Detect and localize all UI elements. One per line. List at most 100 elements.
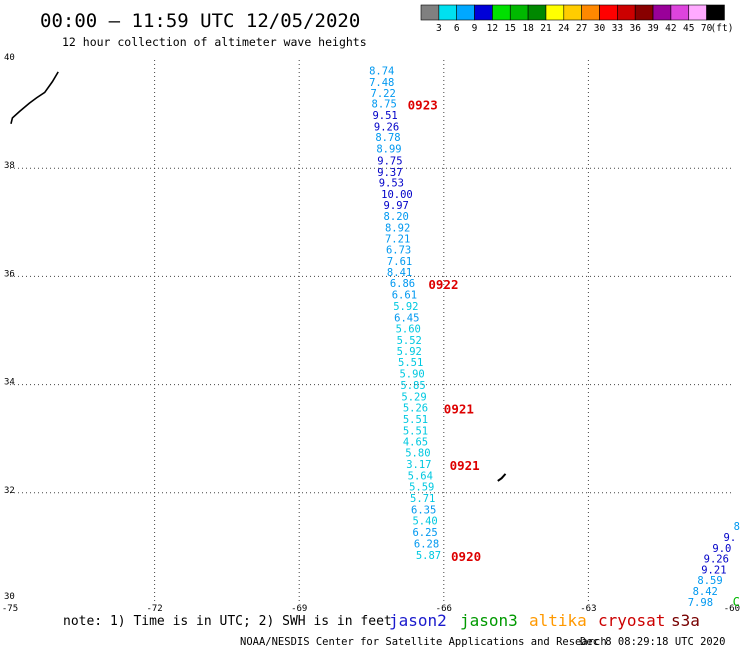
wave-height-value: 9.51 [372, 110, 397, 122]
wave-height-value: 8.78 [375, 132, 400, 144]
land-features [10, 71, 507, 482]
legend-label: 3 [436, 23, 442, 34]
legend-label: 18 [522, 23, 534, 34]
wave-height-value: 5.80 [405, 448, 430, 460]
y-tick-label: 32 [4, 486, 15, 496]
map-grid [10, 60, 733, 601]
time-label: 0923 [408, 98, 438, 113]
island-bermuda [497, 473, 507, 482]
wave-height-value: 5.90 [399, 369, 424, 381]
x-tick-label: -60 [724, 604, 740, 614]
wave-height-value: 8.41 [387, 267, 412, 279]
legend-swatch [652, 4, 672, 21]
wave-height-value: 5.52 [397, 335, 422, 347]
wave-height-value: 7.22 [371, 88, 396, 100]
legend-swatch [688, 4, 707, 21]
satellite-label-jason3: jason3 [460, 611, 518, 630]
wave-height-value: 4.65 [403, 437, 428, 449]
wave-height-value: 5.85 [400, 380, 425, 392]
satellite-label-jason2: jason2 [389, 611, 447, 630]
legend-swatch [509, 4, 529, 21]
footer-timestamp: Dec 8 08:29:18 UTC 2020 [580, 636, 725, 648]
wave-height-value: 7.21 [385, 233, 410, 245]
legend-swatch [581, 4, 600, 21]
wave-height-value: 8.75 [372, 99, 397, 111]
legend-label: 9 [472, 23, 478, 34]
wave-height-value: 8.42 [693, 586, 718, 598]
legend-unit: (ft) [711, 23, 734, 34]
wave-height-value: 7.48 [369, 77, 394, 89]
wave-height-value: 5.60 [396, 324, 421, 336]
wave-height-value: 8.20 [384, 211, 409, 223]
wave-height-value: 7.61 [387, 256, 412, 268]
time-stamps: 0923 0922 0921 0921 0920 [408, 98, 481, 564]
legend-swatch [527, 4, 547, 21]
y-tick-label: 40 [4, 53, 15, 63]
satellite-legend: jason2 jason3 altika cryosat s3a [389, 611, 700, 630]
legend-swatch [438, 4, 458, 21]
legend-swatch [545, 4, 565, 21]
legend-label: 33 [612, 23, 623, 34]
legend-swatch [617, 4, 636, 21]
wave-height-value: 8.99 [376, 144, 401, 156]
legend-label: 24 [558, 23, 570, 34]
wave-height-value: 8 [734, 521, 740, 533]
wave-height-value: 5.59 [409, 482, 434, 494]
wave-height-value: 5.26 [403, 403, 428, 415]
legend-swatch [420, 4, 440, 21]
legend-swatch [706, 4, 725, 21]
wave-height-value: 5.92 [393, 301, 418, 313]
color-legend: 3 6 9 12 15 18 21 24 27 30 33 36 39 42 45 70(ft) [420, 4, 734, 34]
legend-swatch [670, 4, 690, 21]
time-label: 0922 [428, 277, 458, 292]
wave-height-value: 6.61 [392, 290, 417, 302]
footer-note: note: 1) Time is in UTC; 2) SWH is in fe… [63, 614, 392, 629]
wave-height-value: 8.59 [697, 575, 722, 587]
legend-label: 39 [647, 23, 659, 34]
wave-height-value: 9.26 [374, 121, 399, 133]
wave-height-value: 6.28 [414, 538, 439, 550]
y-tick-label: 36 [4, 269, 15, 279]
legend-label: 36 [629, 23, 641, 34]
wave-height-value: 6.25 [412, 527, 437, 539]
wave-height-value: 9.0 [712, 543, 731, 555]
coastline [10, 71, 59, 125]
legend-swatch [456, 4, 475, 21]
wave-height-value: 9.53 [379, 178, 404, 190]
chart-title: 00:00 – 11:59 UTC 12/05/2020 [40, 10, 360, 32]
x-tick-label: -66 [436, 604, 452, 614]
legend-swatch [634, 4, 654, 21]
wave-height-value: 9.21 [701, 564, 726, 576]
y-tick-label: 34 [4, 378, 15, 388]
satellite-label-s3a: s3a [671, 611, 700, 630]
wave-height-value: 10.00 [381, 189, 413, 201]
time-label: 0921 [444, 402, 474, 417]
wave-height-value: 5.71 [410, 493, 435, 505]
wave-height-value: 7.98 [688, 597, 713, 609]
wave-height-value: 9.37 [377, 167, 402, 179]
legend-label: 45 [683, 23, 694, 34]
x-tick-label: -72 [146, 604, 162, 614]
wave-height-value: 9. [724, 532, 737, 544]
wave-height-value: 5.29 [401, 391, 426, 403]
wave-height-value: 5.40 [412, 516, 437, 528]
axis-tick-labels: -75 -72 -69 -66 -63 -60 30 32 34 36 38 40 [2, 53, 740, 614]
wave-height-value: 5.87 [416, 550, 441, 562]
wave-height-value: 5.51 [403, 425, 428, 437]
footer-credit: NOAA/NESDIS Center for Satellite Applica… [240, 636, 607, 648]
x-tick-label: -69 [291, 604, 307, 614]
chart-subtitle: 12 hour collection of altimeter wave hei… [62, 35, 367, 49]
legend-label: 15 [505, 23, 516, 34]
wave-height-value: 3.17 [406, 459, 431, 471]
legend-label: 27 [576, 23, 587, 34]
wave-height-value: 8.74 [369, 66, 394, 78]
legend-label: 21 [540, 23, 552, 34]
wave-height-values: 8.747.487.228.759.519.268.788.999.759.37… [369, 66, 740, 609]
satellite-label-cryosat: cryosat [598, 611, 665, 630]
wave-height-value: 6.45 [394, 312, 419, 324]
partial-track-mark: C [733, 595, 740, 609]
legend-swatch [563, 4, 582, 21]
wave-height-value: 6.86 [390, 278, 415, 290]
